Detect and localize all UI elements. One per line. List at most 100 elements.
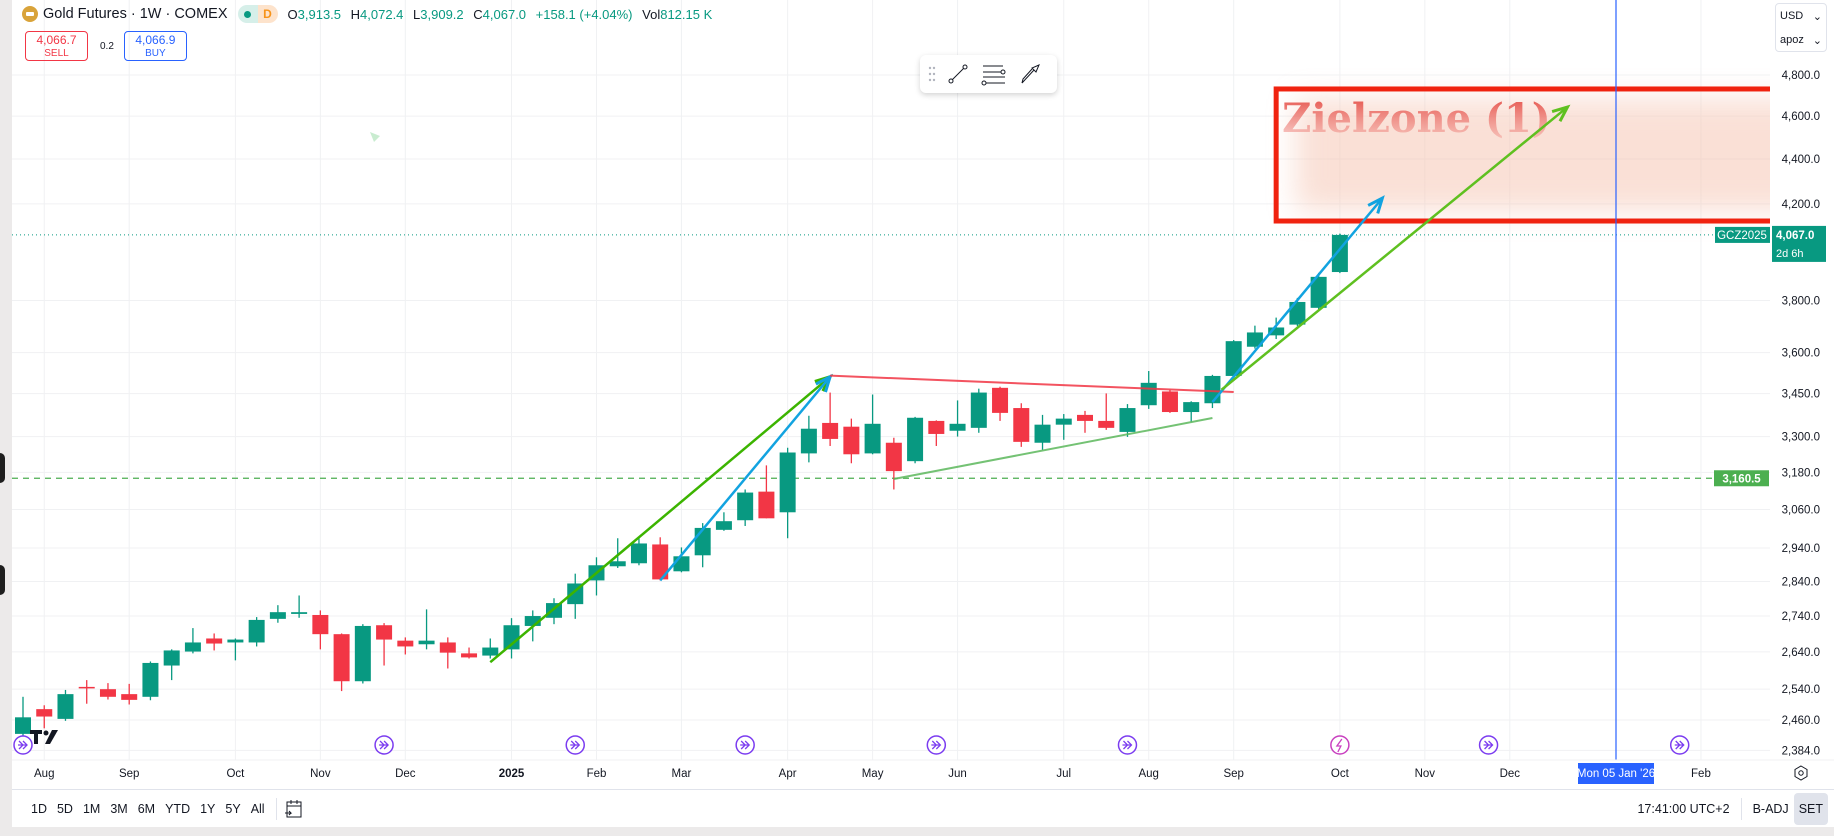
candle-body <box>652 544 669 580</box>
trend-arrow[interactable] <box>489 374 834 664</box>
trend-arrow[interactable] <box>1211 195 1385 403</box>
event-glyph <box>379 740 389 750</box>
contract-rollover-icon[interactable] <box>1117 735 1138 755</box>
time-axis-settings-icon[interactable] <box>1794 765 1808 781</box>
event-glyph <box>740 740 751 750</box>
buy-label: BUY <box>145 48 166 59</box>
tradingview-logo <box>30 730 58 744</box>
toolbar-button-edge[interactable] <box>0 565 5 595</box>
small-arrow-marker-icon <box>370 132 380 142</box>
go-to-date-calendar-icon[interactable] <box>283 798 305 820</box>
price-tick-label: 2,740.0 <box>1782 611 1820 623</box>
candle <box>163 649 180 681</box>
range-all[interactable]: All <box>250 802 265 816</box>
time-tick-label: Jul <box>1056 768 1071 780</box>
trend-line-button[interactable] <box>944 60 972 88</box>
trend-arrow[interactable] <box>659 373 833 582</box>
hline-price-label <box>1714 470 1769 487</box>
contract-rollover-icon[interactable] <box>1669 735 1690 755</box>
price-tick-label: 3,800.0 <box>1782 295 1820 307</box>
adjustment-toggle[interactable]: B-ADJ <box>1752 802 1789 816</box>
price-tick-label: 4,400.0 <box>1782 154 1820 166</box>
session-toggle[interactable]: SET <box>1793 793 1828 825</box>
event-glyph <box>1122 740 1133 750</box>
horizontal-lines-button[interactable] <box>980 60 1008 88</box>
divider <box>1740 798 1742 820</box>
time-tick-label: Aug <box>1138 768 1158 780</box>
market-status[interactable]: D <box>237 5 278 23</box>
range-3m[interactable]: 3M <box>110 802 128 816</box>
candle <box>36 705 53 729</box>
chevron-down-icon: ⌄ <box>1812 10 1822 23</box>
contract-rollover-icon[interactable] <box>13 735 33 755</box>
event-circle <box>1330 735 1350 755</box>
price-tick-label: 3,600.0 <box>1782 348 1820 360</box>
contract-rollover-icon[interactable] <box>565 735 585 755</box>
unit-dropdown[interactable]: apoz ⌄ <box>1776 28 1826 52</box>
candle-body <box>1034 424 1051 443</box>
candle-body <box>694 527 711 556</box>
open-value: 3,913.5 <box>297 6 342 22</box>
time-axis[interactable]: Aug Sep Oct Nov Dec 2025 Feb Mar Apr May Jun Jul Aug… <box>12 759 1834 784</box>
chevron-down-icon: ⌄ <box>1812 34 1822 47</box>
drag-handle-icon[interactable] <box>928 65 936 83</box>
arrow-icon <box>1021 64 1040 84</box>
target-zone[interactable]: Zielzone (1) <box>1273 86 1834 224</box>
trend-line[interactable] <box>893 417 1213 481</box>
trend-arrow[interactable] <box>1220 104 1571 391</box>
change-value: +158.1 (+4.04%) <box>535 6 633 22</box>
candle <box>970 388 987 433</box>
candle-body <box>1310 276 1327 308</box>
candle-body <box>376 625 393 640</box>
buy-button[interactable]: 4,066.9 BUY <box>123 31 187 61</box>
lightning-event-icon[interactable] <box>1330 735 1350 755</box>
candle <box>1161 389 1178 413</box>
symbol-title[interactable]: Gold Futures · 1W · COMEX <box>43 6 228 22</box>
candle <box>779 447 796 539</box>
time-tick-label: Jun <box>948 768 967 780</box>
currency-dropdown[interactable]: USD ⌄ <box>1776 4 1826 28</box>
toolbar-button-edge[interactable] <box>0 453 5 483</box>
range-1y[interactable]: 1Y <box>200 802 216 816</box>
contract-rollover-icon[interactable] <box>735 735 755 755</box>
price-unit-selector[interactable]: USD ⌄ apoz ⌄ <box>1775 3 1827 52</box>
candle-body <box>1204 375 1221 404</box>
horizontal-lines-icon <box>981 65 1006 86</box>
range-5d[interactable]: 5D <box>56 802 73 816</box>
candle <box>227 638 244 661</box>
time-tick-label: Mar <box>672 768 692 780</box>
contract-rollover-icon[interactable] <box>926 735 947 755</box>
candle-body <box>354 625 371 682</box>
candle-body <box>36 709 53 717</box>
range-1m[interactable]: 1M <box>82 802 101 816</box>
time-tick-label: Nov <box>1415 768 1436 780</box>
trade-buttons: 4,066.7 SELL 0.2 4,066.9 BUY <box>25 31 187 61</box>
candle <box>1246 325 1263 349</box>
trend-line[interactable] <box>830 374 1234 394</box>
price-axis[interactable]: 4,800.0 4,600.0 4,400.0 4,200.0 3,800.0 3,600… <box>1714 0 1834 789</box>
range-ytd[interactable]: YTD <box>165 802 191 816</box>
sell-button[interactable]: 4,066.7 SELL <box>25 31 88 61</box>
hexagon-center <box>1798 770 1804 776</box>
zone-rectangle[interactable] <box>1273 86 1834 224</box>
candle <box>630 538 647 566</box>
candle-body <box>1119 408 1136 432</box>
zone-glow <box>1296 98 1770 212</box>
price-tick-label: 3,180.0 <box>1782 467 1820 479</box>
range-1d[interactable]: 1D <box>31 802 47 816</box>
arrowhead-icon <box>1551 104 1571 122</box>
price-chart[interactable]: Zielzone (1) 4,800.0 4,600.0 4,400.0 4,200.… <box>0 0 1834 789</box>
range-5y[interactable]: 5Y <box>225 802 241 816</box>
candle <box>907 416 924 464</box>
range-6m[interactable]: 6M <box>137 802 156 816</box>
arrow-tool-button[interactable] <box>1016 60 1044 88</box>
contract-rollover-icon[interactable] <box>1478 735 1499 755</box>
drawings[interactable] <box>489 104 1571 664</box>
time-tick-label: Oct <box>1331 768 1350 780</box>
time-tick-label: Nov <box>310 768 331 780</box>
candle <box>1225 340 1242 379</box>
candle <box>121 683 138 705</box>
candle-body <box>1055 418 1072 425</box>
contract-rollover-icon[interactable] <box>374 735 394 755</box>
clock-timezone[interactable]: 17:41:00 UTC+2 <box>1637 802 1730 816</box>
